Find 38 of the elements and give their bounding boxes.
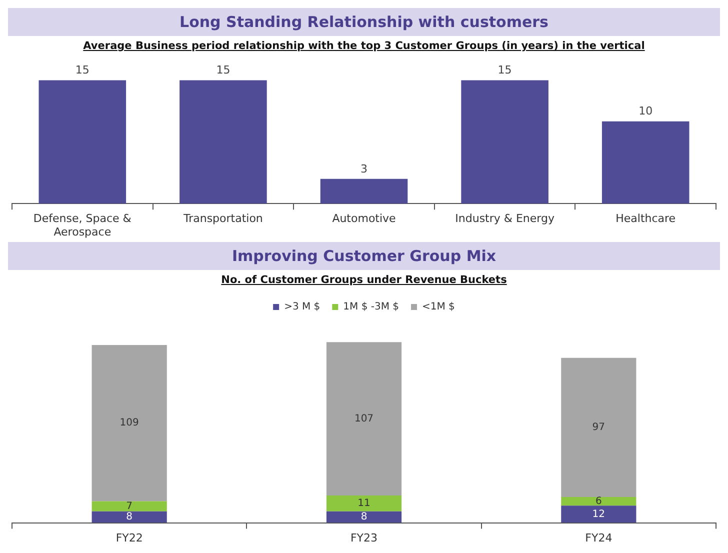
data-label: 12 (592, 508, 606, 520)
legend-label: <1M $ (422, 302, 455, 313)
data-label: 15 (216, 64, 230, 77)
data-label: 7 (126, 500, 133, 512)
chart-title: Improving Customer Group Mix (8, 242, 720, 270)
data-label: 15 (75, 64, 90, 77)
legend-label: >3 M $ (284, 302, 320, 313)
data-label: 107 (354, 413, 374, 424)
data-label: 109 (120, 418, 139, 429)
bar (561, 506, 636, 523)
x-tick-label: FY22 (116, 531, 143, 544)
data-label: 10 (638, 104, 653, 118)
bar (92, 511, 167, 523)
data-label: 15 (498, 64, 512, 77)
bar (561, 496, 636, 506)
x-tick-label: Defense, Space & Aerospace (33, 212, 132, 238)
bar (92, 344, 167, 502)
legend-label: 1M $ -3M $ (343, 302, 400, 313)
data-label: 6 (595, 496, 602, 507)
chart-title: Long Standing Relationship with customers (8, 8, 720, 36)
bar (561, 358, 636, 497)
bar (92, 501, 167, 512)
x-tick-label: Automotive (332, 212, 396, 226)
bar (326, 496, 402, 512)
data-label: 97 (592, 422, 606, 434)
data-label: 8 (126, 512, 133, 523)
x-tick-label: Transportation (182, 212, 263, 226)
bar (326, 511, 402, 523)
data-label: 3 (360, 162, 368, 176)
x-tick-label: Healthcare (616, 212, 676, 226)
chart-subtitle: No. of Customer Groups under Revenue Buckets (220, 274, 508, 286)
data-label: 11 (358, 498, 370, 510)
chart-subtitle: Average Business period relationship with the top 3 Customer Groups (in years) in the vertical (82, 40, 646, 52)
x-tick-label: Industry & Energy (455, 212, 555, 226)
x-tick-label: FY23 (350, 531, 378, 544)
bar (326, 342, 402, 496)
data-label: 8 (360, 512, 368, 523)
x-tick-label: FY24 (585, 531, 612, 544)
